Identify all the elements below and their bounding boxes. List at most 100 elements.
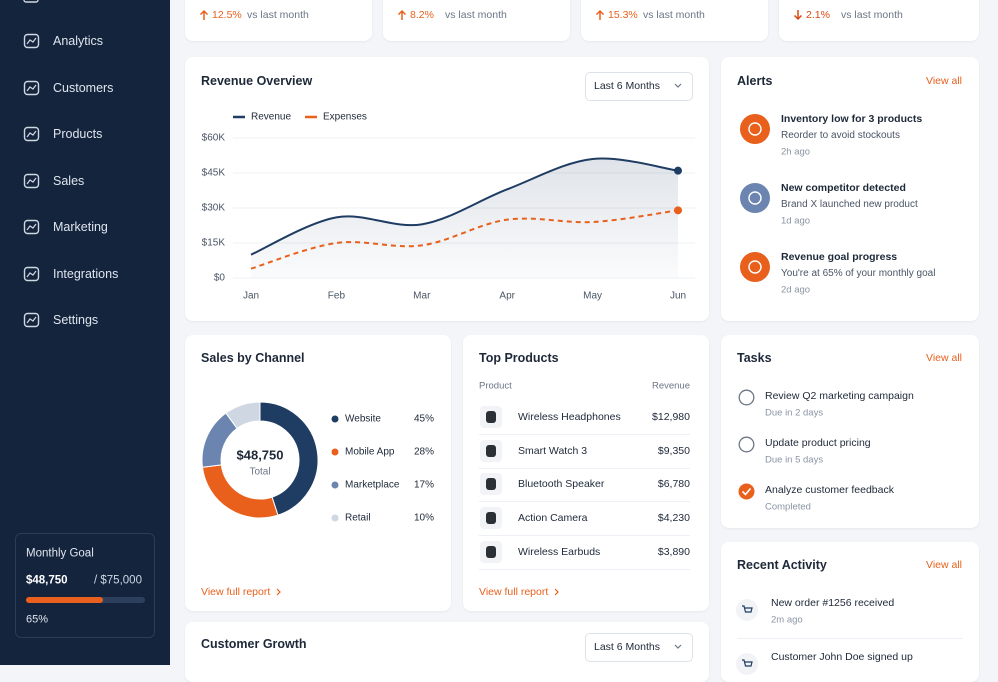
- alert-title: New competitor detected: [781, 181, 906, 194]
- alert-icon: [740, 114, 770, 144]
- kpi-card: [383, 0, 570, 41]
- nav-icon-shape: [26, 130, 37, 138]
- product-name: Wireless Headphones: [518, 410, 621, 423]
- alert-icon: [740, 183, 770, 213]
- legend-dot: [331, 448, 339, 456]
- nav-icon-shape: [26, 270, 37, 277]
- card-title: Alerts: [737, 73, 773, 88]
- task-due: Due in 2 days: [765, 407, 824, 419]
- end-point: [674, 166, 682, 175]
- legend-label: Marketplace: [345, 480, 400, 491]
- alert-icon-glyph: [748, 191, 762, 205]
- donut-center-label: Total: [249, 467, 270, 478]
- row-separator: [479, 434, 690, 435]
- alert-icon: [740, 252, 770, 282]
- kpi-card: [581, 0, 768, 41]
- trend-arrow: [595, 9, 605, 20]
- task-check-mark: [741, 487, 752, 496]
- alert-icon-bg: [740, 183, 770, 213]
- card-title: Customer Growth: [201, 636, 307, 651]
- task-due: Completed: [765, 501, 811, 513]
- kpi-change: 15.3%: [608, 8, 638, 21]
- activity-time: 2m ago: [771, 614, 803, 626]
- nav-item[interactable]: Marketing: [53, 219, 108, 234]
- legend-label: Mobile App: [345, 447, 395, 458]
- sales-channel-card: [185, 335, 451, 611]
- goal-percent: 65%: [26, 613, 49, 626]
- goal-target: / $75,000: [94, 574, 142, 587]
- alert-time: 2h ago: [781, 146, 811, 158]
- chevron: [674, 644, 682, 649]
- tasks-card: [721, 335, 979, 528]
- trend-arrow: [793, 10, 803, 21]
- period-select[interactable]: [585, 633, 693, 662]
- product-revenue: $4,230: [657, 511, 690, 524]
- kpi-change: 8.2%: [410, 8, 434, 21]
- nav-icon-shape: [26, 37, 37, 45]
- nav-item[interactable]: Sales: [53, 173, 85, 188]
- card-title: Top Products: [479, 350, 559, 365]
- nav-icon-shape: [23, 126, 40, 142]
- view-all-link[interactable]: View all: [926, 351, 962, 364]
- task-checkbox: [738, 436, 755, 453]
- alert-title: Inventory low for 3 products: [781, 112, 923, 125]
- activity-text: New order #1256 received: [771, 596, 895, 609]
- product-revenue: $3,890: [657, 545, 690, 558]
- product-icon-glyph: [486, 478, 496, 491]
- activity-icon: [736, 653, 758, 675]
- nav-icon-shape: [23, 219, 40, 235]
- legend-dot: [331, 415, 339, 423]
- product-revenue: $12,980: [652, 410, 690, 423]
- nav-item[interactable]: Settings: [53, 312, 99, 327]
- y-tick-label: $15K: [202, 238, 226, 249]
- line: [250, 157, 679, 256]
- product-name: Wireless Earbuds: [518, 545, 601, 558]
- view-all-link[interactable]: View all: [926, 74, 962, 87]
- alert-title: Revenue goal progress: [781, 250, 898, 263]
- row-separator: [479, 535, 690, 537]
- row-separator: [737, 638, 963, 639]
- period-select[interactable]: [585, 72, 693, 101]
- product-icon: [480, 439, 502, 462]
- y-tick-label: $60K: [202, 133, 226, 144]
- nav-icon-shape: [23, 33, 40, 49]
- nav-item[interactable]: Integrations: [53, 266, 119, 281]
- task-title: Review Q2 marketing campaign: [765, 389, 914, 402]
- view-all-link[interactable]: View all: [926, 558, 962, 571]
- alert-icon-bg: [740, 252, 770, 282]
- card-title: Recent Activity: [737, 557, 827, 572]
- product-icon-glyph: [486, 545, 496, 558]
- kpi-note: vs last month: [841, 8, 903, 21]
- report-link[interactable]: View full report: [479, 585, 549, 598]
- nav-icon: [23, 126, 40, 142]
- legend-label: Website: [345, 414, 381, 425]
- x-tick-label: Jun: [670, 291, 686, 302]
- task-checkbox: [738, 389, 755, 406]
- kpi-note: vs last month: [445, 8, 507, 21]
- legend-label: Revenue: [251, 112, 291, 123]
- period-select-label: Last 6 Months: [594, 79, 660, 92]
- nav-icon-shape: [26, 84, 37, 91]
- activity-icon-glyph: [742, 605, 753, 613]
- value-label: 10%: [414, 513, 434, 524]
- trend-arrow-shape: [397, 9, 407, 20]
- report-link[interactable]: View full report: [201, 585, 271, 598]
- activity-card: [721, 542, 979, 682]
- value-label: 28%: [414, 447, 434, 458]
- product-name: Action Camera: [518, 511, 588, 524]
- product-name: Smart Watch 3: [518, 444, 588, 457]
- nav-item[interactable]: Customers: [53, 80, 114, 95]
- period-select-label: Last 6 Months: [594, 640, 660, 653]
- trend-arrow-shape: [199, 9, 209, 20]
- trend-arrow-shape: [595, 9, 605, 20]
- activity-icon-bg: [736, 653, 758, 675]
- legend-label: Expenses: [323, 112, 367, 123]
- row-separator: [479, 568, 690, 570]
- task-check-ring: [738, 389, 755, 406]
- goal-card: [15, 533, 155, 638]
- value-label: 45%: [414, 414, 434, 425]
- sidebar: [0, 0, 170, 665]
- nav-item[interactable]: Analytics: [53, 33, 104, 48]
- trend-arrow: [199, 9, 209, 20]
- nav-item[interactable]: Products: [53, 126, 103, 141]
